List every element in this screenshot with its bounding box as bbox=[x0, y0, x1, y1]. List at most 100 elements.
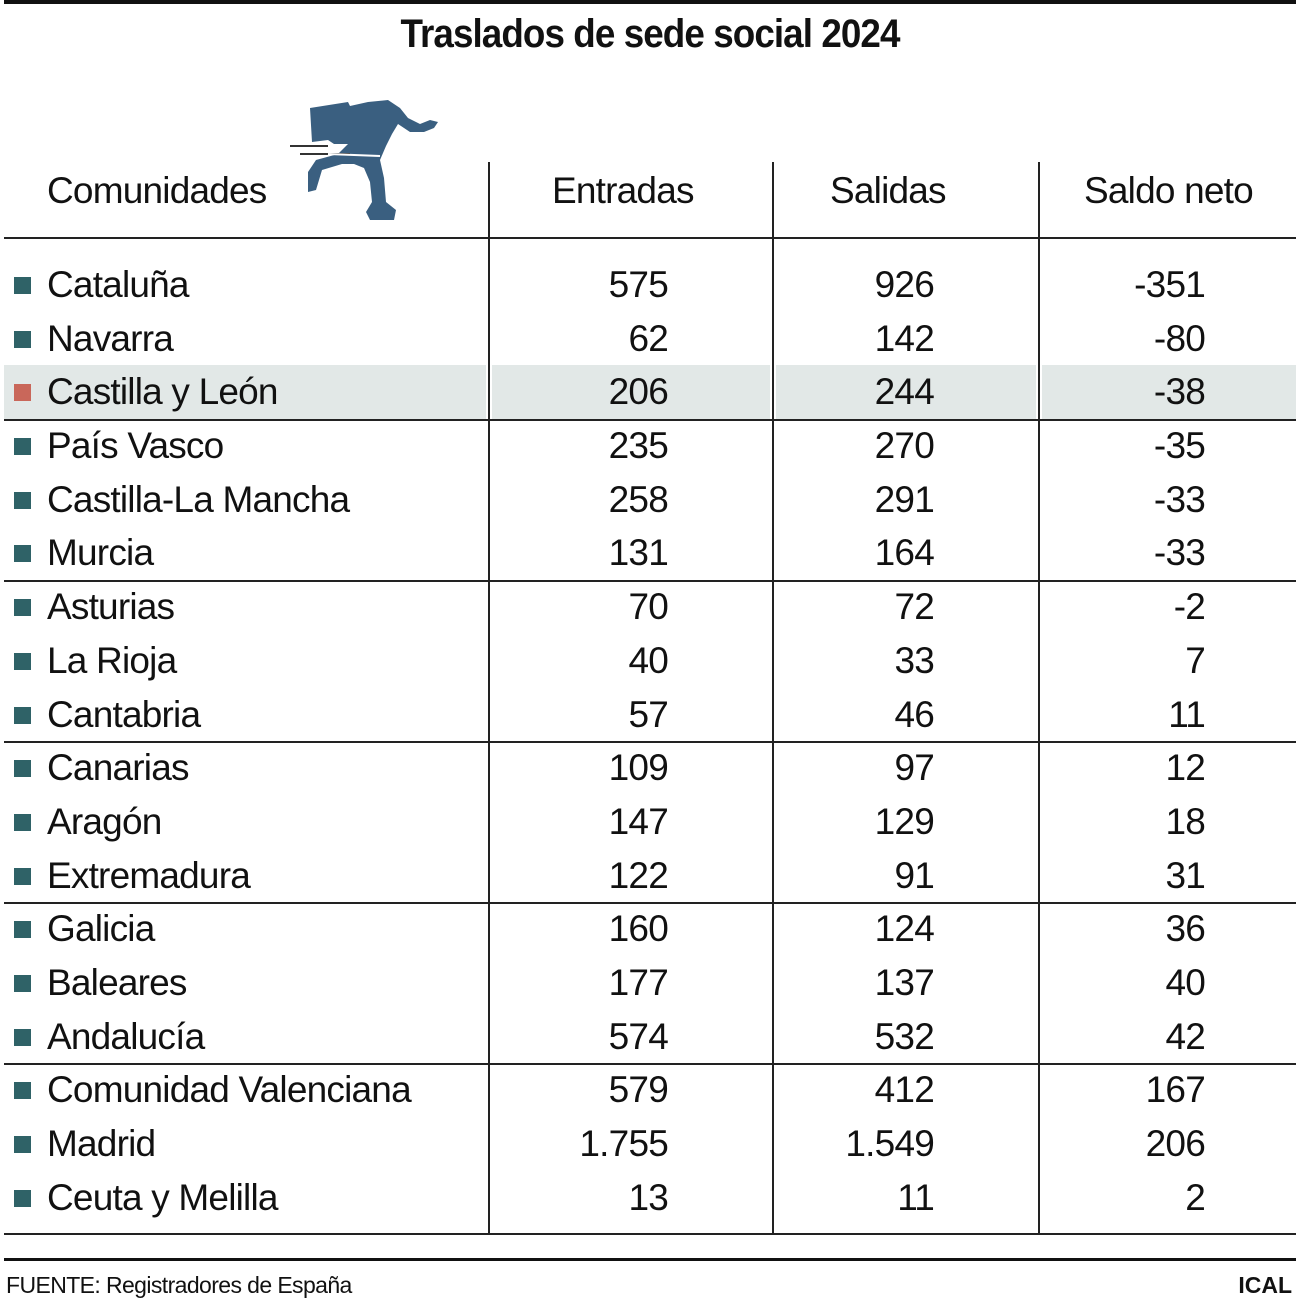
table-row: Ceuta y Melilla 13 11 2 bbox=[4, 1171, 1296, 1225]
row-salidas: 46 bbox=[894, 693, 934, 735]
top-rule bbox=[4, 0, 1296, 4]
row-marker-icon bbox=[14, 1136, 31, 1153]
row-entradas: 206 bbox=[608, 371, 669, 413]
table-row: Asturias 70 72 -2 bbox=[4, 580, 1296, 634]
row-name: Baleares bbox=[47, 961, 187, 1003]
source-note: FUENTE: Registradores de España bbox=[6, 1272, 352, 1298]
row-name: Comunidad Valenciana bbox=[47, 1069, 412, 1111]
row-name: Galicia bbox=[47, 908, 155, 950]
row-entradas: 40 bbox=[628, 639, 668, 681]
row-name: Castilla y León bbox=[47, 371, 278, 413]
row-saldo: 40 bbox=[1165, 961, 1205, 1003]
row-name: Andalucía bbox=[47, 1015, 205, 1057]
row-name: Madrid bbox=[47, 1123, 156, 1164]
row-marker-icon bbox=[14, 706, 31, 724]
row-entradas: 575 bbox=[608, 264, 669, 305]
row-saldo: 42 bbox=[1165, 1015, 1205, 1057]
row-entradas: 109 bbox=[608, 747, 669, 789]
column-divider bbox=[772, 162, 774, 1234]
table-bottom-rule bbox=[4, 1233, 1296, 1235]
row-name: Aragón bbox=[47, 800, 162, 842]
row-salidas: 91 bbox=[894, 854, 934, 896]
row-saldo: 167 bbox=[1145, 1069, 1206, 1111]
row-saldo: -35 bbox=[1153, 425, 1206, 467]
row-name: Navarra bbox=[47, 317, 174, 359]
row-name: País Vasco bbox=[47, 425, 224, 467]
row-marker-icon bbox=[14, 491, 31, 509]
table-row: Canarias 109 97 12 bbox=[4, 741, 1296, 795]
row-saldo: 7 bbox=[1185, 639, 1206, 681]
table-row: Castilla-La Mancha 258 291 -33 bbox=[4, 473, 1296, 527]
table-row: Galicia 160 124 36 bbox=[4, 902, 1296, 956]
table-row: Navarra 62 142 -80 bbox=[4, 312, 1296, 366]
row-entradas: 70 bbox=[628, 586, 668, 628]
row-salidas: 926 bbox=[874, 264, 935, 305]
table-row: Aragón 147 129 18 bbox=[4, 795, 1296, 849]
row-salidas: 142 bbox=[874, 317, 935, 359]
row-saldo: -33 bbox=[1153, 532, 1206, 574]
row-salidas: 1.549 bbox=[845, 1123, 934, 1164]
table-row: Murcia 131 164 -33 bbox=[4, 526, 1296, 583]
row-entradas: 122 bbox=[608, 854, 669, 896]
table-row: La Rioja 40 33 7 bbox=[4, 634, 1296, 688]
highlight-bg bbox=[1042, 365, 1296, 420]
row-marker-icon bbox=[14, 384, 31, 402]
chart-title: Traslados de sede social 2024 bbox=[400, 12, 900, 56]
row-salidas: 291 bbox=[874, 478, 935, 520]
row-name: Cataluña bbox=[47, 264, 190, 305]
row-name: Murcia bbox=[47, 532, 154, 574]
row-salidas: 164 bbox=[874, 532, 935, 574]
running-man-with-briefcase-icon bbox=[290, 100, 438, 220]
row-saldo: -80 bbox=[1153, 317, 1206, 359]
row-marker-icon bbox=[14, 1189, 31, 1207]
table-row: Andalucía 574 532 42 bbox=[4, 1010, 1296, 1066]
table-row: País Vasco 235 270 -35 bbox=[4, 419, 1296, 473]
row-saldo: -33 bbox=[1153, 478, 1206, 520]
header-saldo-neto: Saldo neto bbox=[1084, 170, 1254, 211]
row-name: Cantabria bbox=[47, 693, 201, 735]
row-marker-icon bbox=[14, 599, 31, 617]
row-saldo: 31 bbox=[1165, 854, 1205, 896]
row-entradas: 147 bbox=[608, 800, 669, 842]
row-entradas: 579 bbox=[608, 1069, 669, 1111]
row-marker-icon bbox=[14, 867, 31, 885]
table-body: Cataluña 575 926 -351 Navarra 62 142 -80 Castill… bbox=[4, 258, 1296, 1224]
highlight-bg bbox=[4, 365, 486, 420]
row-marker-icon bbox=[14, 1082, 31, 1100]
row-saldo: 36 bbox=[1165, 908, 1205, 950]
row-salidas: 97 bbox=[894, 747, 934, 789]
header-salidas: Salidas bbox=[830, 170, 947, 211]
row-salidas: 137 bbox=[874, 961, 935, 1003]
row-entradas: 131 bbox=[608, 532, 669, 574]
column-divider bbox=[1038, 162, 1040, 1234]
row-entradas: 258 bbox=[608, 478, 669, 520]
column-divider bbox=[488, 162, 490, 1234]
row-saldo: 18 bbox=[1165, 800, 1205, 842]
row-entradas: 13 bbox=[628, 1176, 668, 1218]
row-entradas: 1.755 bbox=[579, 1123, 668, 1164]
highlight-bg bbox=[776, 365, 1036, 420]
row-name: Extremadura bbox=[47, 854, 251, 896]
row-marker-icon bbox=[14, 330, 31, 348]
row-salidas: 33 bbox=[894, 639, 934, 681]
row-entradas: 574 bbox=[608, 1015, 669, 1057]
table-row: Comunidad Valenciana 579 412 167 bbox=[4, 1063, 1296, 1117]
row-marker-icon bbox=[14, 813, 31, 831]
table-row: Castilla y León 206 244 -38 bbox=[4, 365, 1296, 422]
row-marker-icon bbox=[14, 974, 31, 992]
table-row: Baleares 177 137 40 bbox=[4, 956, 1296, 1010]
table-row: Cataluña 575 926 -351 bbox=[4, 258, 1296, 312]
row-saldo: 12 bbox=[1165, 747, 1205, 789]
row-entradas: 62 bbox=[628, 317, 668, 359]
brand-logo: ICAL bbox=[1238, 1272, 1292, 1298]
table-row: Extremadura 122 91 31 bbox=[4, 849, 1296, 905]
footer-rule bbox=[4, 1258, 1296, 1261]
row-marker-icon bbox=[14, 277, 31, 294]
row-marker-icon bbox=[14, 652, 31, 670]
header-comunidades: Comunidades bbox=[47, 170, 267, 211]
row-marker-icon bbox=[14, 921, 31, 939]
highlight-bg bbox=[492, 365, 770, 420]
row-salidas: 244 bbox=[874, 371, 935, 413]
row-name: Ceuta y Melilla bbox=[47, 1176, 278, 1218]
row-entradas: 235 bbox=[608, 425, 669, 467]
